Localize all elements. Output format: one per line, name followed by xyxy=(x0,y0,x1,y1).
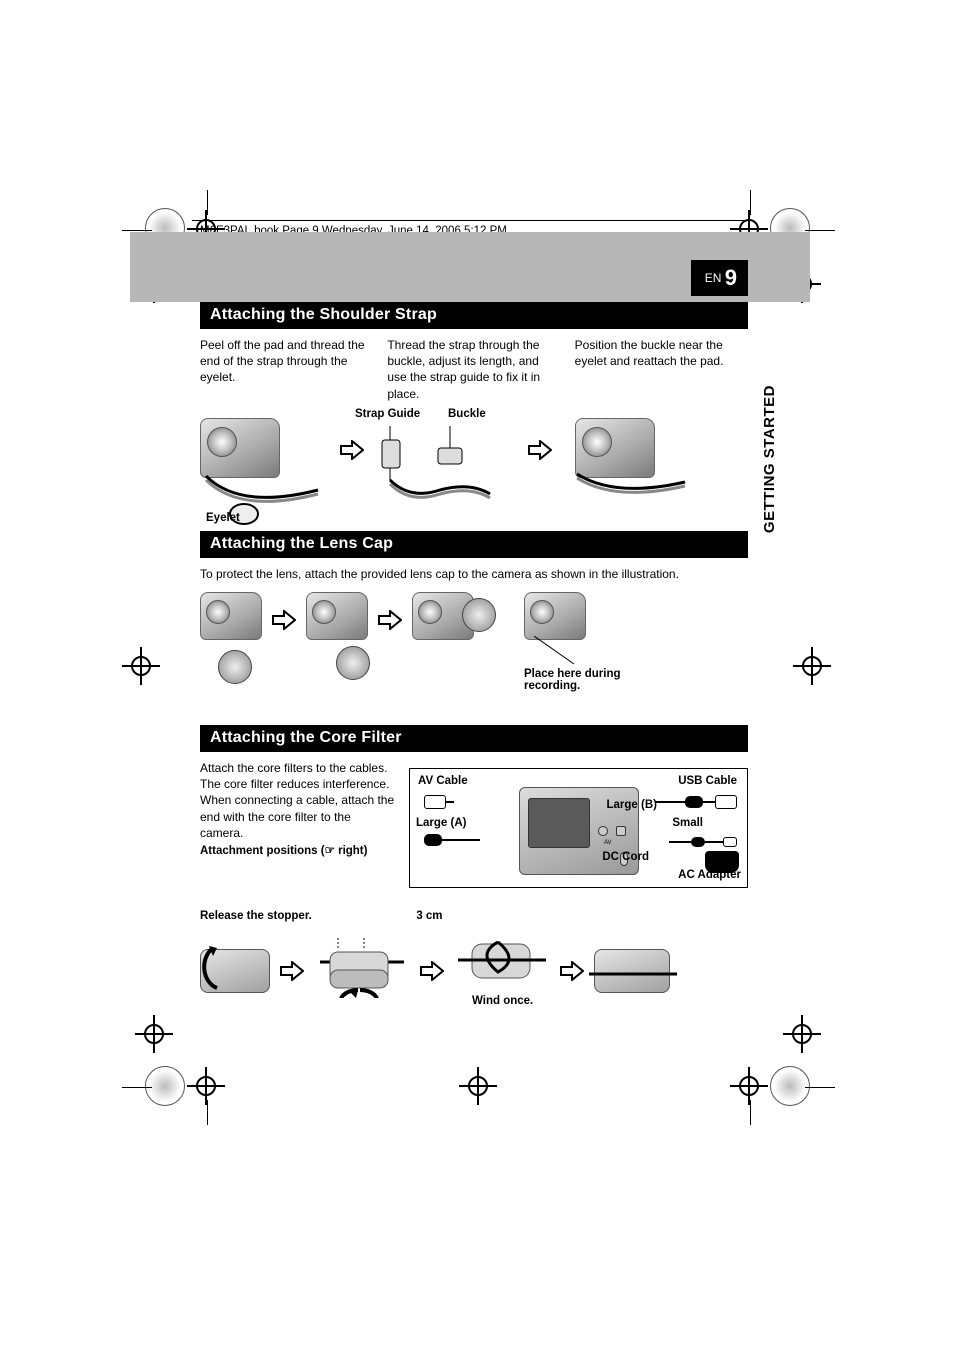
arrow-right-icon xyxy=(378,610,402,630)
section-title: Attaching the Lens Cap xyxy=(200,531,748,558)
attachment-positions: Attachment positions (☞ right) xyxy=(200,843,395,857)
core-wind-icon xyxy=(454,934,550,990)
lens-cap-text: To protect the lens, attach the provided… xyxy=(200,566,748,582)
arrow-right-icon xyxy=(340,440,364,460)
attachment-diagram: AV Cable USB Cable Large (A) xyxy=(409,768,748,888)
page-number: EN 9 xyxy=(691,260,748,296)
label-large-a: Large (A) xyxy=(416,817,466,829)
manual-page: M6E3PAL.book Page 9 Wednesday, June 14, … xyxy=(130,185,810,1105)
core-open-icon xyxy=(314,938,410,998)
step-text-2: Thread the strap through the buckle, adj… xyxy=(387,337,560,402)
lens-cap-icon xyxy=(336,646,370,680)
section-core-filter: Attaching the Core Filter Attach the cor… xyxy=(200,725,748,1007)
strap-illustration: Strap Guide Buckle xyxy=(200,408,748,548)
arrow-right-icon xyxy=(420,961,444,981)
eyelet-strap xyxy=(200,470,340,538)
section-title: Attaching the Shoulder Strap xyxy=(200,302,748,329)
step-text-1: Peel off the pad and thread the end of t… xyxy=(200,337,373,402)
lens-cap-icon xyxy=(462,598,496,632)
page-lang: EN xyxy=(705,271,722,285)
arrow-right-icon xyxy=(272,610,296,630)
label-strap-guide: Strap Guide xyxy=(355,408,420,420)
core-filter-icon xyxy=(200,949,270,993)
label-dc-cord: DC Cord xyxy=(602,851,649,863)
page-num: 9 xyxy=(725,265,737,290)
buckle-diagram xyxy=(380,422,500,502)
label-wind-once: Wind once. xyxy=(472,995,550,1007)
core-filter-steps: Wind once. xyxy=(200,934,748,1007)
camera-icon xyxy=(200,418,280,478)
header-rule xyxy=(192,220,749,221)
core-filter-text: Attach the core filters to the cables. T… xyxy=(200,760,395,841)
arrow-right-icon xyxy=(560,961,584,981)
camera-icon xyxy=(524,592,586,640)
core-closed-icon xyxy=(594,949,670,993)
section-title: Attaching the Core Filter xyxy=(200,725,748,752)
section-tab: GETTING STARTED xyxy=(761,385,778,533)
section-lens-cap: Attaching the Lens Cap To protect the le… xyxy=(200,531,748,692)
label-small: Small xyxy=(672,817,703,829)
label-release-stopper: Release the stopper. xyxy=(200,910,312,922)
label-buckle: Buckle xyxy=(448,408,486,420)
step-text-3: Position the buckle near the eyelet and … xyxy=(575,337,748,402)
arrow-right-icon xyxy=(528,440,552,460)
lens-cap-icon xyxy=(218,650,252,684)
lens-cap-caption: Place here during recording. xyxy=(524,668,644,692)
section-shoulder-strap: Attaching the Shoulder Strap Peel off th… xyxy=(200,302,748,548)
lens-cap-steps: Place here during recording. xyxy=(200,592,748,692)
camera-icon xyxy=(306,592,368,640)
label-usb-cable: USB Cable xyxy=(678,775,737,787)
arrow-right-icon xyxy=(280,961,304,981)
label-three-cm: 3 cm xyxy=(416,910,442,922)
label-eyelet: Eyelet xyxy=(206,512,240,524)
label-av-cable: AV Cable xyxy=(418,775,468,787)
strap-line xyxy=(575,468,695,508)
camera-icon xyxy=(200,592,262,640)
label-large-b: Large (B) xyxy=(607,799,657,811)
